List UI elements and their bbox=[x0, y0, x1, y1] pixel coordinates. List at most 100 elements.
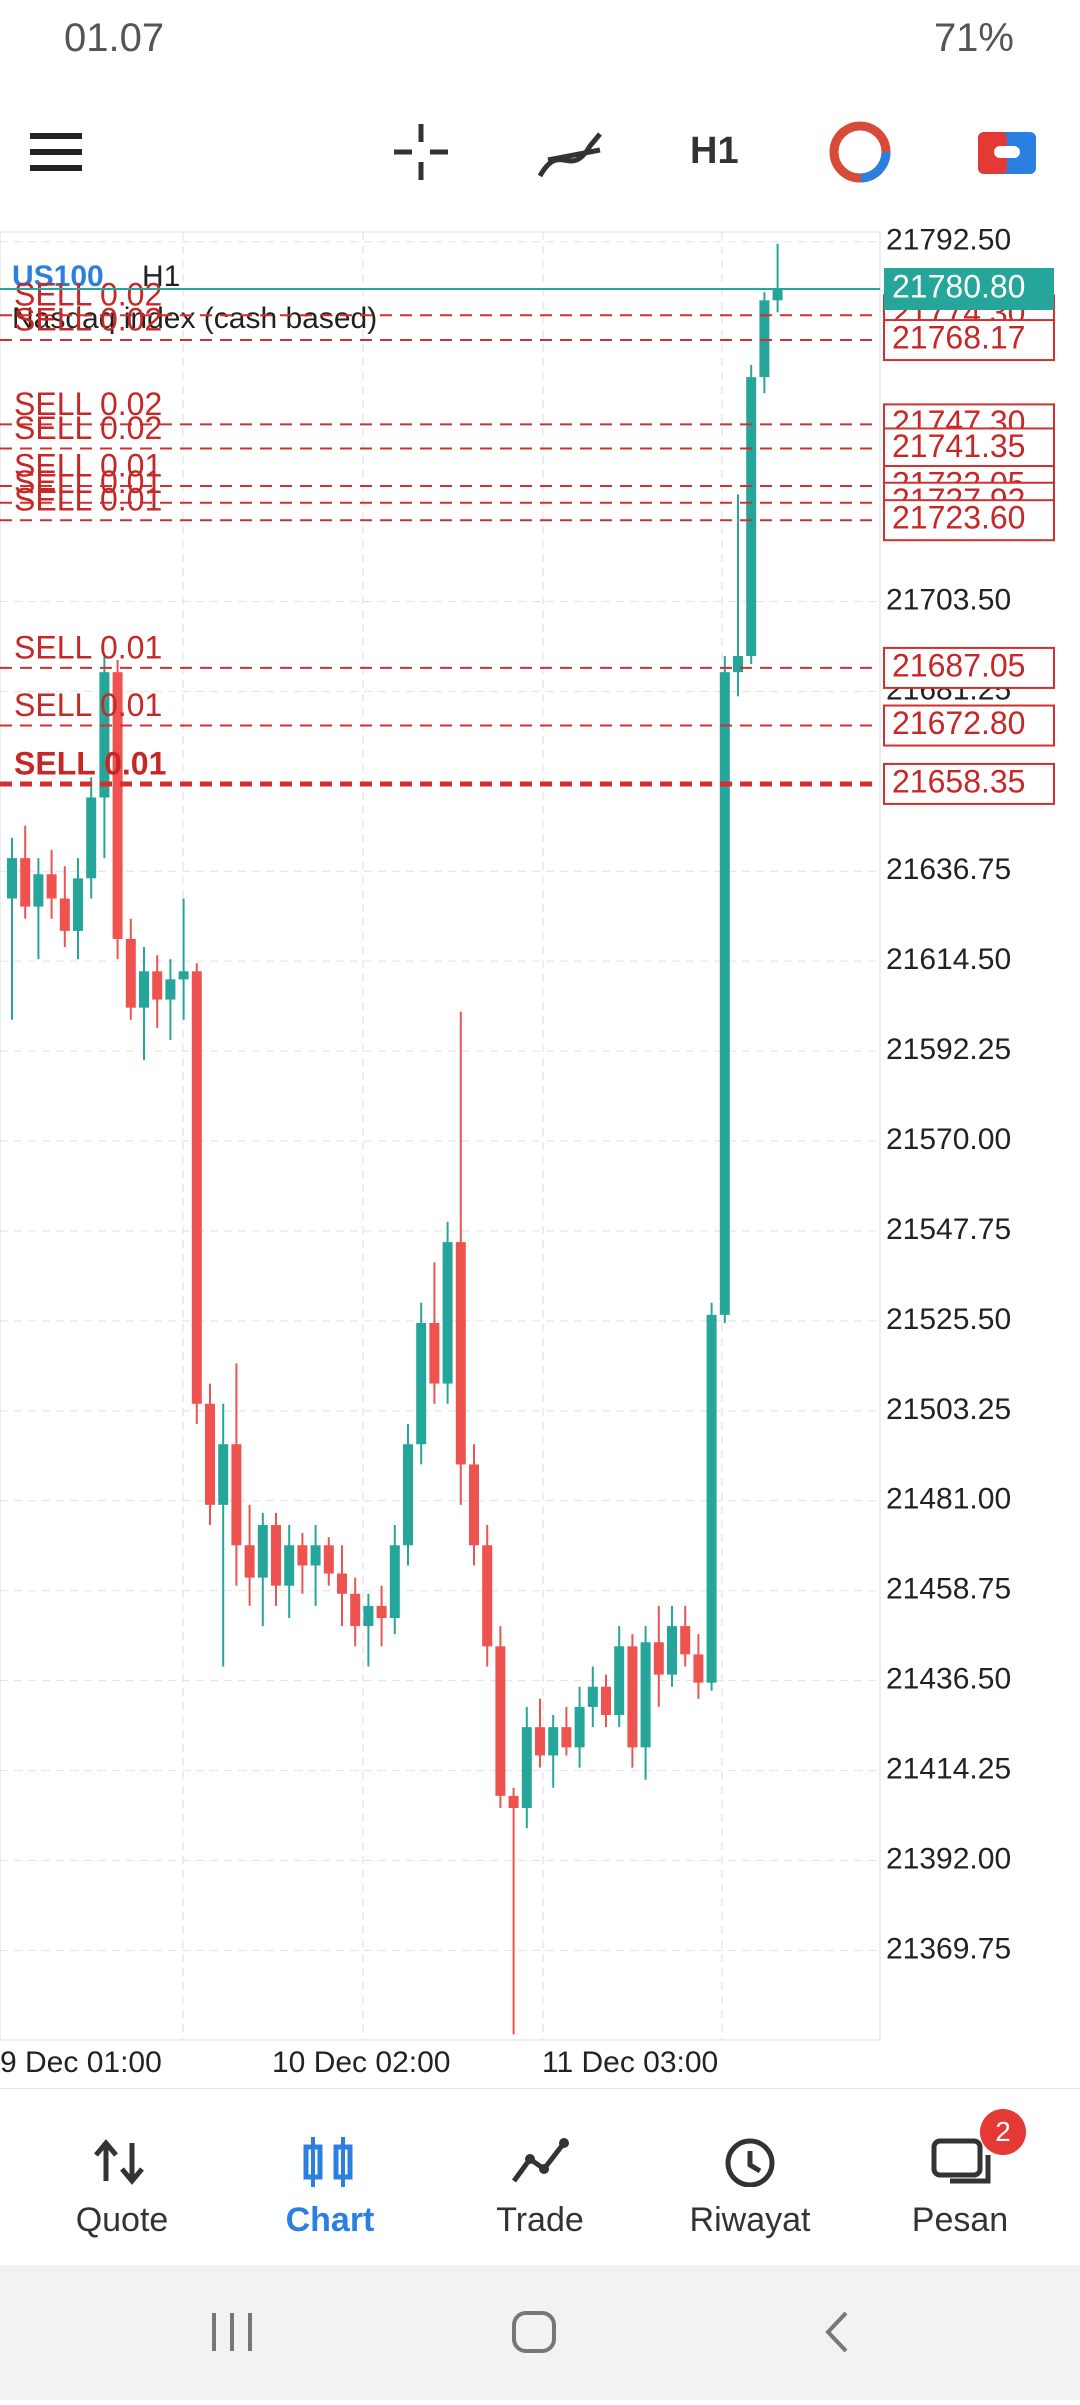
plot-area bbox=[0, 231, 881, 2041]
y-tick-label: 21792.50 bbox=[886, 224, 1011, 257]
nav-messages[interactable]: Pesan bbox=[852, 2089, 1068, 2265]
candle-body bbox=[376, 1605, 387, 1619]
candle-body bbox=[733, 656, 743, 673]
order-label: SELL 0.02 bbox=[14, 386, 162, 422]
toolbar: H1 bbox=[0, 110, 1080, 228]
nav-label: Chart bbox=[285, 2201, 375, 2239]
symbol[interactable]: US100 bbox=[12, 260, 104, 293]
nav-label: Riwayat bbox=[689, 2201, 811, 2239]
status-bar: 01.07 71% bbox=[0, 0, 1080, 110]
candle-body bbox=[482, 1545, 493, 1647]
candle-body bbox=[574, 1706, 585, 1748]
order-label: SELL 0.01 bbox=[14, 687, 162, 723]
color-button[interactable] bbox=[829, 121, 891, 183]
bid-price: 21780.80 bbox=[892, 268, 1025, 304]
candle-body bbox=[99, 672, 110, 798]
nav-label: Trade bbox=[496, 2201, 584, 2239]
crosshair-button[interactable] bbox=[394, 124, 448, 180]
y-tick-label: 21503.25 bbox=[886, 1393, 1011, 1426]
order-label: SELL 0.01 bbox=[14, 447, 162, 483]
y-tick-label: 21636.75 bbox=[886, 853, 1011, 886]
candle-body bbox=[667, 1626, 677, 1675]
y-tick-label: 21592.25 bbox=[886, 1033, 1011, 1066]
candle-body bbox=[640, 1642, 651, 1748]
y-tick-label: 21458.75 bbox=[886, 1573, 1011, 1606]
nav-quote[interactable]: Quote bbox=[14, 2089, 230, 2265]
order-label: SELL 0.01 bbox=[14, 464, 162, 500]
candle-body bbox=[548, 1727, 559, 1756]
system-nav bbox=[0, 2265, 1080, 2400]
candle-body bbox=[521, 1727, 532, 1808]
battery: 71% bbox=[933, 16, 1014, 60]
x-tick-label: 10 Dec 02:00 bbox=[272, 2046, 450, 2079]
nav-trade[interactable]: Trade bbox=[432, 2089, 648, 2265]
candle-body bbox=[601, 1686, 611, 1716]
candle-body bbox=[139, 971, 149, 1008]
candle-body bbox=[403, 1444, 413, 1546]
y-tick-label: 21570.00 bbox=[886, 1123, 1011, 1156]
candle-body bbox=[680, 1626, 691, 1655]
order-label: SELL 0.02 bbox=[14, 410, 162, 446]
candle-body bbox=[416, 1322, 427, 1445]
y-tick-label: 21547.75 bbox=[886, 1213, 1011, 1246]
candle-body bbox=[165, 979, 176, 1000]
candle-body bbox=[218, 1444, 229, 1505]
menu-button[interactable] bbox=[30, 133, 82, 171]
unread-badge: 2 bbox=[980, 2109, 1026, 2155]
nav-label: Pesan bbox=[911, 2201, 1009, 2239]
order-label: SELL 0.02 bbox=[14, 277, 162, 313]
y-tick-label: 21436.50 bbox=[886, 1663, 1011, 1696]
candle-body bbox=[205, 1403, 215, 1505]
toolbar-icons bbox=[30, 121, 1036, 183]
bid-price-box bbox=[884, 267, 1054, 310]
y-tick-label: 21414.25 bbox=[886, 1753, 1011, 1786]
candle-body bbox=[323, 1545, 334, 1574]
order-price-box bbox=[883, 762, 1055, 805]
candle-body bbox=[495, 1646, 506, 1796]
candle-body bbox=[363, 1605, 374, 1627]
bottom-nav: Quote Chart Trade Riwayat Pesan 2 bbox=[0, 2088, 1080, 2265]
x-tick-label: 9 Dec 01:00 bbox=[0, 2046, 162, 2079]
objects-button[interactable] bbox=[978, 132, 1036, 174]
indicators-button[interactable] bbox=[537, 132, 602, 178]
candle-body bbox=[59, 898, 70, 931]
y-tick-label: 21481.00 bbox=[886, 1483, 1011, 1516]
system-buttons bbox=[212, 2311, 848, 2353]
candle-body bbox=[244, 1545, 255, 1578]
order-price-box bbox=[883, 646, 1055, 689]
order-price-box bbox=[883, 704, 1055, 747]
candle-body bbox=[178, 971, 189, 980]
order-price: 21672.80 bbox=[892, 705, 1025, 741]
back-button[interactable] bbox=[825, 2311, 848, 2353]
candle-body bbox=[33, 874, 44, 907]
chart: US100 H1 Nasdaq index (cash based) 21792… bbox=[0, 224, 1055, 2079]
timeframe-button[interactable]: H1 bbox=[690, 130, 739, 172]
order-price: 21723.60 bbox=[892, 500, 1025, 536]
nav-chart[interactable]: Chart bbox=[222, 2089, 438, 2265]
order-price-box bbox=[883, 499, 1055, 542]
home-button[interactable] bbox=[512, 2311, 556, 2353]
order-price: 21768.17 bbox=[892, 319, 1025, 355]
order-label: SELL 0.01 bbox=[14, 482, 162, 518]
candle-body bbox=[350, 1593, 361, 1627]
y-tick-label: 21369.75 bbox=[886, 1932, 1011, 1965]
candle-body bbox=[112, 672, 123, 939]
candle-body bbox=[508, 1795, 519, 1808]
symbol-description: Nasdaq index (cash based) bbox=[12, 302, 377, 335]
candle-body bbox=[46, 874, 57, 899]
nav-history[interactable]: Riwayat bbox=[642, 2089, 858, 2265]
order-price-box bbox=[883, 319, 1055, 362]
order-label: SELL 0.01 bbox=[14, 745, 166, 781]
candle-body bbox=[693, 1654, 704, 1683]
candle-body bbox=[587, 1686, 598, 1707]
y-tick-label: 21392.00 bbox=[886, 1842, 1011, 1875]
chart-timeframe: H1 bbox=[142, 260, 180, 293]
candle-body bbox=[310, 1545, 321, 1566]
candle-body bbox=[627, 1646, 638, 1748]
candle-body bbox=[746, 377, 757, 657]
candle-body bbox=[455, 1242, 466, 1465]
candle-body bbox=[7, 858, 17, 899]
candle-body bbox=[271, 1525, 281, 1586]
order-price: 21741.35 bbox=[892, 428, 1025, 464]
order-label: SELL 0.01 bbox=[14, 629, 162, 665]
